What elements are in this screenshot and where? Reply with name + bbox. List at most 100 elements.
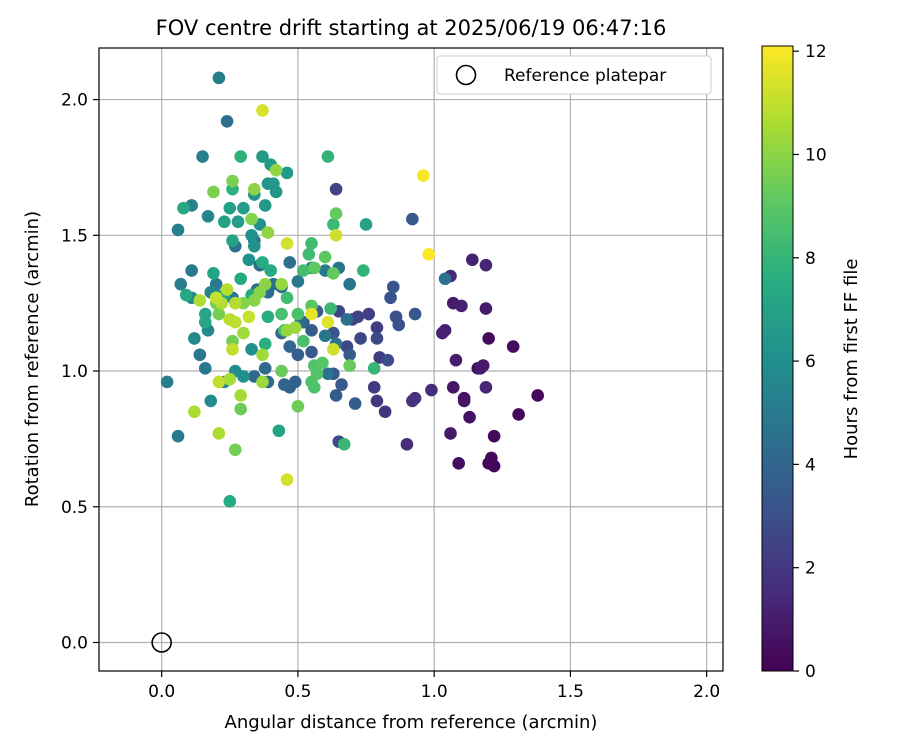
data-point	[485, 451, 498, 465]
y-tick-label: 1.0	[61, 362, 88, 382]
colorbar-tick-label: 8	[805, 249, 816, 269]
data-point	[207, 185, 220, 199]
data-point	[223, 372, 237, 386]
colorbar-tick-label: 4	[805, 455, 816, 475]
data-point	[234, 402, 247, 416]
colorbar-tick-label: 12	[805, 42, 827, 62]
data-point	[291, 275, 305, 288]
data-point	[188, 332, 201, 345]
data-point	[348, 397, 362, 410]
data-point	[220, 114, 234, 128]
data-point	[438, 272, 452, 286]
data-point	[329, 389, 343, 402]
data-point	[237, 370, 250, 383]
data-point	[531, 389, 545, 402]
data-point	[302, 248, 316, 261]
legend-marker	[455, 64, 477, 86]
data-point	[248, 239, 261, 253]
data-point	[261, 226, 275, 239]
x-axis-label: Angular distance from reference (arcmin)	[225, 712, 598, 733]
data-point	[234, 389, 247, 402]
legend-label: Reference platepar	[504, 66, 666, 86]
data-point	[335, 378, 348, 391]
data-point	[234, 272, 247, 286]
colorbar-tick-label: 0	[805, 662, 816, 682]
data-point	[242, 310, 256, 324]
data-point	[258, 337, 272, 351]
data-point	[245, 343, 258, 356]
data-point	[160, 375, 174, 389]
data-point	[359, 218, 373, 231]
data-point	[275, 277, 288, 291]
data-point	[321, 367, 335, 381]
reference-layer	[151, 632, 172, 653]
data-point	[327, 218, 340, 231]
data-point	[193, 348, 207, 362]
x-tick-label: 0.5	[284, 682, 311, 702]
data-point	[307, 261, 321, 275]
data-point	[463, 410, 476, 424]
data-point	[479, 381, 493, 394]
data-point	[258, 277, 272, 291]
data-point	[280, 291, 294, 305]
data-point	[327, 343, 340, 356]
data-point	[305, 345, 318, 359]
data-point	[297, 334, 310, 348]
data-point	[506, 340, 520, 353]
data-point	[384, 291, 397, 305]
legend: Reference platepar	[436, 55, 712, 95]
data-point	[245, 212, 258, 226]
data-point	[329, 229, 343, 242]
data-point	[337, 438, 351, 451]
data-point	[324, 302, 337, 315]
data-point	[318, 329, 332, 343]
grid-lines	[99, 48, 723, 671]
data-point	[269, 163, 283, 177]
data-point	[452, 457, 465, 470]
data-point	[277, 378, 291, 391]
data-point	[291, 400, 305, 413]
data-point	[455, 299, 468, 313]
data-point	[378, 405, 392, 419]
data-point	[446, 381, 460, 394]
data-point	[177, 201, 190, 215]
data-point	[474, 362, 487, 375]
x-axis-ticks: 0.0 0.5 1.0 1.5 2.0	[148, 671, 720, 702]
data-point	[234, 150, 247, 163]
data-point	[245, 229, 258, 242]
data-point	[264, 264, 277, 277]
y-tick-label: 2.0	[61, 91, 88, 111]
y-axis-label: Rotation from reference (arcmin)	[22, 211, 43, 507]
data-point	[386, 280, 400, 294]
x-tick-label: 2.0	[693, 682, 720, 702]
data-point	[357, 264, 370, 277]
data-point	[318, 250, 332, 264]
data-point	[466, 253, 479, 267]
data-point	[354, 332, 367, 345]
colorbar-gradient	[761, 45, 794, 672]
data-point	[370, 332, 384, 345]
data-point	[198, 362, 212, 375]
colorbar-tick-label: 6	[805, 352, 816, 372]
colorbar-tick-label: 2	[805, 559, 816, 579]
data-point	[329, 207, 343, 220]
data-point	[223, 201, 237, 215]
data-point	[256, 375, 269, 389]
data-point	[280, 237, 294, 250]
data-point	[174, 277, 188, 291]
plot-frame	[98, 47, 724, 672]
colorbar-label: Hours from first FF file	[841, 259, 862, 460]
chart-title: FOV centre drift starting at 2025/06/19 …	[156, 16, 667, 40]
data-point	[226, 234, 239, 248]
data-point	[231, 215, 245, 229]
legend-box	[436, 55, 712, 95]
data-point	[198, 315, 212, 329]
data-point	[196, 150, 209, 163]
data-point	[237, 326, 250, 340]
data-point	[343, 277, 356, 291]
data-point	[327, 267, 340, 280]
data-point	[487, 429, 501, 443]
colorbar: 0 2 4 6 8 10 12 Hours from first FF file	[761, 42, 862, 682]
data-point	[228, 443, 242, 457]
